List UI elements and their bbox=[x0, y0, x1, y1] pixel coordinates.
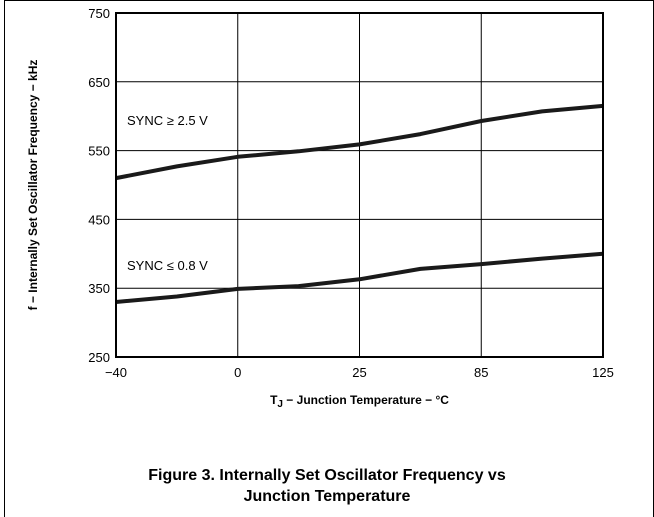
figure-caption: Figure 3. Internally Set Oscillator Freq… bbox=[0, 465, 654, 507]
series-lines bbox=[115, 103, 604, 304]
y-tick-labels: 750 650 550 450 350 250 bbox=[88, 6, 110, 365]
series-line-1 bbox=[115, 251, 604, 304]
x-tick-label: 0 bbox=[234, 365, 241, 380]
y-tick-label: 250 bbox=[88, 350, 110, 365]
y-tick-label: 350 bbox=[88, 281, 110, 296]
frame-left-border bbox=[4, 0, 5, 517]
y-tick-label: 750 bbox=[88, 6, 110, 21]
series-label-sync-low: SYNC ≤ 0.8 V bbox=[127, 258, 208, 273]
y-tick-label: 450 bbox=[88, 212, 110, 227]
x-axis-label: TJ − Junction Temperature − °C bbox=[270, 393, 449, 410]
series-line-0 bbox=[115, 103, 604, 181]
grid-lines bbox=[116, 13, 603, 357]
x-tick-label: 85 bbox=[474, 365, 488, 380]
x-axis-label-subscript: J bbox=[277, 399, 283, 410]
series-label-sync-high: SYNC ≥ 2.5 V bbox=[127, 113, 208, 128]
y-tick-label: 550 bbox=[88, 144, 110, 159]
frame-top-border bbox=[4, 0, 654, 1]
x-tick-label: −40 bbox=[105, 365, 127, 380]
x-tick-label: 25 bbox=[352, 365, 366, 380]
x-tick-label: 125 bbox=[592, 365, 614, 380]
y-axis-label: f − Internally Set Oscillator Frequency … bbox=[26, 60, 40, 311]
x-tick-labels: −40 0 25 85 125 bbox=[105, 365, 614, 380]
plot-area-border bbox=[115, 12, 604, 358]
caption-line-1: Figure 3. Internally Set Oscillator Freq… bbox=[148, 467, 506, 484]
x-axis-label-rest: − Junction Temperature − °C bbox=[283, 393, 449, 407]
frequency-vs-temperature-chart: 750 650 550 450 350 250 −40 0 25 85 125 SYNC ≥ 2.… bbox=[26, 6, 614, 410]
caption-line-2: Junction Temperature bbox=[243, 488, 411, 505]
y-tick-label: 650 bbox=[88, 75, 110, 90]
x-axis-label-main: T bbox=[270, 393, 278, 407]
